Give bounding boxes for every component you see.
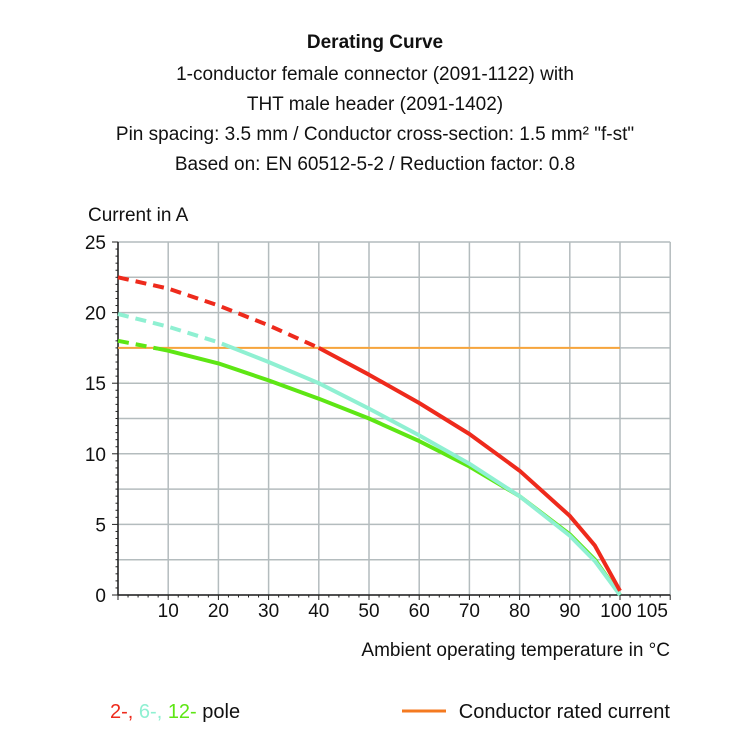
x-tick-label: 80	[509, 601, 530, 622]
chart-subtitle-2: THT male header (2091-1402)	[246, 94, 504, 115]
legend-entry-12-pole: 12-	[168, 701, 197, 723]
x-tick-label: 105	[636, 601, 668, 622]
chart-subtitle-4: Based on: EN 60512-5-2 / Reduction facto…	[174, 154, 576, 175]
x-axis-label: Ambient operating temperature in °C	[361, 640, 670, 661]
x-tick-label: 70	[459, 601, 480, 622]
chart-subtitle-1: 1-conductor female connector (2091-1122)…	[176, 64, 574, 85]
x-tick-label: 20	[208, 601, 229, 622]
y-tick-label: 5	[95, 515, 106, 536]
x-tick-label: 90	[559, 601, 580, 622]
x-tick-label: 60	[409, 601, 430, 622]
x-tick-label: 10	[158, 601, 179, 622]
legend-pole-suffix: pole	[197, 701, 240, 723]
legend-poles: 2-, 6-, 12- pole	[110, 701, 240, 723]
x-tick-label: 40	[308, 601, 329, 622]
legend-rated-current-label: Conductor rated current	[459, 701, 671, 723]
y-tick-label: 25	[85, 233, 106, 254]
y-axis-label: Current in A	[88, 205, 189, 226]
series-6-pole-dashed	[117, 312, 230, 349]
y-tick-label: 20	[85, 304, 106, 325]
legend-entry-6-pole: 6-,	[139, 701, 168, 723]
series-6-pole-line	[227, 344, 622, 597]
y-tick-label: 10	[85, 445, 106, 466]
y-tick-label: 0	[95, 586, 106, 607]
series-12-pole-dashed	[117, 338, 159, 351]
x-tick-label: 50	[358, 601, 379, 622]
legend-entry-2-pole: 2-,	[110, 701, 139, 723]
chart-subtitle-3: Pin spacing: 3.5 mm / Conductor cross-se…	[115, 124, 635, 145]
chart-title: Derating Curve	[306, 32, 444, 53]
x-tick-label: 30	[258, 601, 279, 622]
y-tick-label: 15	[85, 374, 106, 395]
series-2-pole-line	[317, 346, 622, 592]
x-tick-label: 100	[600, 601, 632, 622]
